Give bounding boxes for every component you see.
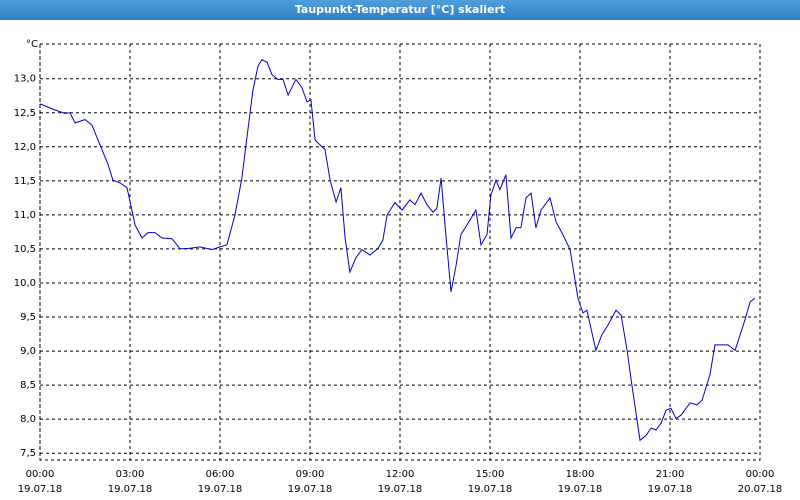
x-tick-date: 19.07.18 — [378, 484, 423, 495]
y-tick-label: 7,5 — [20, 448, 36, 459]
x-tick-date: 19.07.18 — [18, 484, 63, 495]
chart-title: Taupunkt-Temperatur [°C] skaliert — [294, 3, 506, 16]
x-tick-label: 00:00 — [26, 469, 55, 480]
y-unit-label: °C — [26, 39, 38, 50]
x-tick-label: 03:00 — [116, 469, 145, 480]
x-tick-date: 19.07.18 — [558, 484, 603, 495]
y-tick-label: 10,0 — [14, 278, 36, 289]
y-tick-label: 13,0 — [14, 74, 36, 85]
y-tick-label: 8,5 — [20, 380, 36, 391]
x-tick-date: 19.07.18 — [108, 484, 153, 495]
x-tick-label: 18:00 — [566, 469, 595, 480]
y-tick-label: 9,0 — [20, 346, 36, 357]
data-line — [39, 59, 756, 442]
y-tick-label: 10,5 — [14, 244, 36, 255]
x-tick-date: 19.07.18 — [468, 484, 513, 495]
x-tick-date: 19.07.18 — [648, 484, 693, 495]
x-tick-label: 12:00 — [386, 469, 415, 480]
x-tick-label: 21:00 — [656, 469, 685, 480]
x-tick-label: 15:00 — [476, 469, 505, 480]
y-tick-label: 12,5 — [14, 108, 36, 119]
title-bar: Taupunkt-Temperatur [°C] skaliert — [0, 0, 800, 20]
x-tick-date: 19.07.18 — [288, 484, 333, 495]
x-tick-date: 19.07.18 — [198, 484, 243, 495]
y-tick-label: 9,5 — [20, 312, 36, 323]
y-tick-label: 11,5 — [14, 176, 36, 187]
y-tick-label: 11,0 — [14, 210, 36, 221]
y-tick-label: 8,0 — [20, 414, 36, 425]
y-tick-label: 12,0 — [14, 142, 36, 153]
x-tick-label: 06:00 — [206, 469, 235, 480]
x-tick-label: 09:00 — [296, 469, 325, 480]
x-tick-label: 00:00 — [746, 469, 775, 480]
x-tick-date: 20.07.18 — [738, 484, 783, 495]
